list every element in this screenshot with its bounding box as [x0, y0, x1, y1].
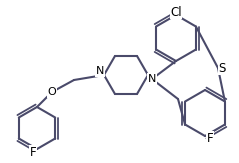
Text: O: O — [48, 87, 56, 97]
Text: N: N — [96, 66, 104, 76]
Text: Cl: Cl — [170, 6, 182, 18]
Text: S: S — [218, 61, 226, 74]
Text: F: F — [207, 132, 213, 145]
Text: F: F — [30, 146, 36, 158]
Text: N: N — [148, 74, 156, 84]
